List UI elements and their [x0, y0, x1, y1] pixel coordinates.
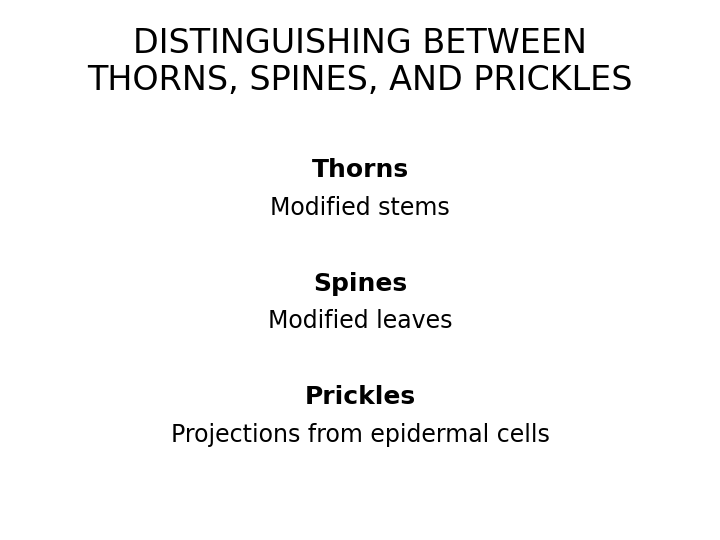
- Text: Modified leaves: Modified leaves: [268, 309, 452, 333]
- Text: Modified stems: Modified stems: [270, 196, 450, 220]
- Text: Spines: Spines: [313, 272, 407, 295]
- Text: Prickles: Prickles: [305, 385, 415, 409]
- Text: Projections from epidermal cells: Projections from epidermal cells: [171, 423, 549, 447]
- Text: DISTINGUISHING BETWEEN
THORNS, SPINES, AND PRICKLES: DISTINGUISHING BETWEEN THORNS, SPINES, A…: [87, 27, 633, 97]
- Text: Thorns: Thorns: [312, 158, 408, 182]
